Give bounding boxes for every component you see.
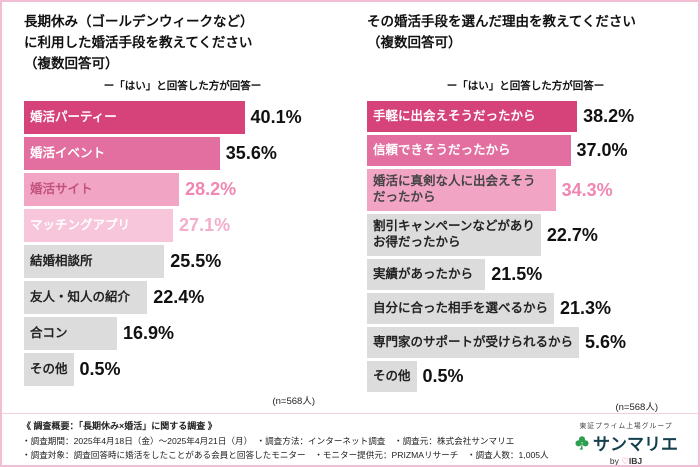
bar-label: その他 xyxy=(30,361,68,376)
heart-icon: ♡ xyxy=(621,456,629,466)
bar: 婚活に真剣な人に出会えそう だったから xyxy=(367,169,556,211)
bar-label: 婚活サイト xyxy=(30,181,93,196)
bar-row: 実績があったから 21.5% xyxy=(367,259,684,290)
bar-value: 22.7% xyxy=(546,224,598,245)
bar-label: マッチングアプリ xyxy=(30,217,131,232)
bar: 専門家のサポートが受けられるから xyxy=(367,327,580,358)
bar-row: 自分に合った相手を選べるから 21.3% xyxy=(367,293,684,324)
bar-row: 結婚相談所 25.5% xyxy=(24,245,341,278)
bar-value: 22.4% xyxy=(153,287,205,307)
logo-by-line: by ♡IBJ xyxy=(566,456,686,466)
bar: 婚活パーティー xyxy=(24,101,245,134)
bar-value: 27.1% xyxy=(179,215,231,235)
bar: 信頼できそうだったから xyxy=(367,135,571,166)
bar-row: その他 0.5% xyxy=(24,353,341,386)
logo-by-text: by xyxy=(609,456,619,466)
bar-row: 婚活サイト 28.2% xyxy=(24,173,341,206)
bar-label: 手軽に出会えそうだったから xyxy=(373,108,536,123)
bar-value: 25.5% xyxy=(170,251,222,271)
footer: 《 調査概要：「長期休み×婚活」に関する調査 》 ・調査期間：2025年4月18… xyxy=(2,413,698,466)
bar-label: 割引キャンペーンなどがあり お得だったから xyxy=(373,219,535,249)
bar-value: 38.2% xyxy=(583,106,635,126)
bar-label: 実績があったから xyxy=(373,266,474,281)
bar: 友人・知人の紹介 xyxy=(24,281,148,314)
bar: マッチングアプリ xyxy=(24,209,174,242)
bar-value: 0.5% xyxy=(422,366,464,386)
bar-row: 婚活イベント 35.6% xyxy=(24,137,341,170)
survey-overview-line: ・調査対象：調査回答時に婚活をしたことがある会員と回答したモニター ・モニター提… xyxy=(22,450,549,461)
left-chart-subtitle: ー「はい」と回答した方が回答ー xyxy=(103,80,262,92)
logo-brand-text: サンマリエ xyxy=(593,435,678,454)
sunmarie-logo: 東証プライム上場グループ サンマリエ by ♡IBJ xyxy=(566,419,686,466)
bar-row: マッチングアプリ 27.1% xyxy=(24,209,341,242)
right-chart-n-label: (n=568人) xyxy=(615,402,658,413)
charts-area: 長期休み（ゴールデンウィークなど） に利用した婚活手段を教えてください （複数回… xyxy=(2,2,698,413)
bar-row: 信頼できそうだったから 37.0% xyxy=(367,135,684,166)
left-chart-column: 長期休み（ゴールデンウィークなど） に利用した婚活手段を教えてください （複数回… xyxy=(24,12,341,413)
bar-value: 34.3% xyxy=(561,179,613,200)
bar: 自分に合った相手を選べるから xyxy=(367,293,555,324)
bar-value: 40.1% xyxy=(250,107,302,127)
bar-label: 婚活パーティー xyxy=(30,109,117,124)
bar-value: 21.5% xyxy=(491,264,543,284)
right-chart-bars: 手軽に出会えそうだったから 38.2% 信頼できそうだったから 37.0% 婚活に真剣な… xyxy=(367,101,684,395)
bar: 婚活イベント xyxy=(24,137,220,170)
bar: 婚活サイト xyxy=(24,173,180,206)
left-chart-bars: 婚活パーティー 40.1% 婚活イベント 35.6% 婚活サイト 28.2% マッチングアプ… xyxy=(24,101,341,389)
bar-row: 割引キャンペーンなどがあり お得だったから 22.7% xyxy=(367,214,684,256)
bar-label: 婚活イベント xyxy=(30,145,106,160)
logo-group-text: 東証プライム上場グループ xyxy=(579,423,673,430)
bar-value: 5.6% xyxy=(585,332,627,352)
bar-row: 合コン 16.9% xyxy=(24,317,341,350)
right-chart-column: その婚活手段を選んだ理由を教えてください （複数回答可） ー「はい」と回答した方… xyxy=(367,12,684,413)
bar: その他 xyxy=(24,353,74,386)
logo-brand-row: サンマリエ xyxy=(566,430,686,455)
bar-row: 専門家のサポートが受けられるから 5.6% xyxy=(367,327,684,358)
bar-value: 16.9% xyxy=(122,323,174,343)
bar: 結婚相談所 xyxy=(24,245,165,278)
bar-row: 手軽に出会えそうだったから 38.2% xyxy=(367,101,684,132)
right-chart-title: その婚活手段を選んだ理由を教えてください （複数回答可） xyxy=(367,14,636,50)
left-chart-n-label: (n=568人) xyxy=(272,396,315,407)
bar-label: 友人・知人の紹介 xyxy=(30,289,131,304)
survey-overview-title: 《 調査概要：「長期休み×婚活」に関する調査 》 xyxy=(22,421,217,431)
bar-value: 21.3% xyxy=(560,298,612,318)
bar: 割引キャンペーンなどがあり お得だったから xyxy=(367,214,541,256)
bar: 実績があったから xyxy=(367,259,486,290)
survey-overview-line: ・調査期間：2025年4月18日（金）～2025年4月21日（月） ・調査方法：… xyxy=(22,435,515,446)
bar-label: 自分に合った相手を選べるから xyxy=(373,300,549,315)
bar-value: 37.0% xyxy=(576,140,628,160)
bar-label: 信頼できそうだったから xyxy=(373,142,511,157)
bar: その他 xyxy=(367,361,417,392)
bar-row: 友人・知人の紹介 22.4% xyxy=(24,281,341,314)
bar-value: 35.6% xyxy=(225,143,277,163)
bar-row: 婚活に真剣な人に出会えそう だったから 34.3% xyxy=(367,169,684,211)
bar-label: 婚活に真剣な人に出会えそう だったから xyxy=(373,174,536,204)
bar-value: 0.5% xyxy=(79,359,121,379)
bar-label: その他 xyxy=(373,368,411,383)
bar-label: 専門家のサポートが受けられるから xyxy=(373,334,574,349)
bar: 手軽に出会えそうだったから xyxy=(367,101,578,132)
bar: 合コン xyxy=(24,317,117,350)
ibj-text: IBJ xyxy=(628,456,643,466)
clover-icon xyxy=(574,435,590,451)
left-chart-title: 長期休み（ゴールデンウィークなど） に利用した婚活手段を教えてください （複数回… xyxy=(24,14,254,71)
survey-overview: 《 調査概要：「長期休み×婚活」に関する調査 》 ・調査期間：2025年4月18… xyxy=(22,419,549,462)
bar-label: 合コン xyxy=(30,325,68,340)
bar-value: 28.2% xyxy=(185,179,237,199)
bar-row: その他 0.5% xyxy=(367,361,684,392)
bar-label: 結婚相談所 xyxy=(30,253,93,268)
bar-row: 婚活パーティー 40.1% xyxy=(24,101,341,134)
right-chart-subtitle: ー「はい」と回答した方が回答ー xyxy=(446,80,605,92)
